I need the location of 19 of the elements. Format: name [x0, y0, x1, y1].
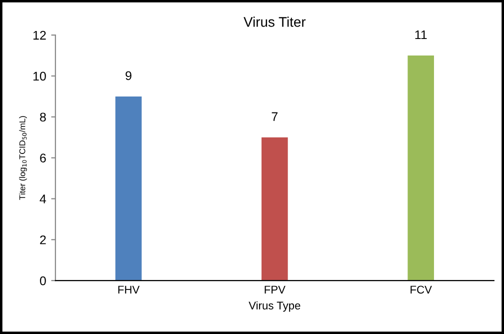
y-tick-label: 12 [33, 30, 46, 40]
chart-title: Virus Titer [244, 16, 306, 27]
y-axis-title: Titer (log$_{10}$TCID$_{50}$/mL) [19, 116, 27, 200]
y-tick-label: 2 [40, 235, 46, 244]
y-tick-label: 4 [40, 194, 46, 204]
x-tick-label: FPV [264, 286, 286, 294]
y-tick-label: 8 [40, 112, 46, 122]
data-label: 7 [272, 112, 278, 121]
x-tick-label: FCV [410, 286, 432, 294]
x-tick-label: FHV [118, 286, 140, 294]
y-tick-label: 10 [33, 72, 46, 81]
bar [262, 137, 288, 281]
bar [115, 96, 142, 281]
bar [408, 56, 434, 281]
data-label: 9 [126, 71, 132, 80]
y-tick-label: 6 [40, 154, 46, 162]
x-axis-title: Virus Type [248, 301, 300, 312]
y-tick-label: 0 [40, 276, 46, 286]
data-label: 11 [415, 30, 427, 40]
